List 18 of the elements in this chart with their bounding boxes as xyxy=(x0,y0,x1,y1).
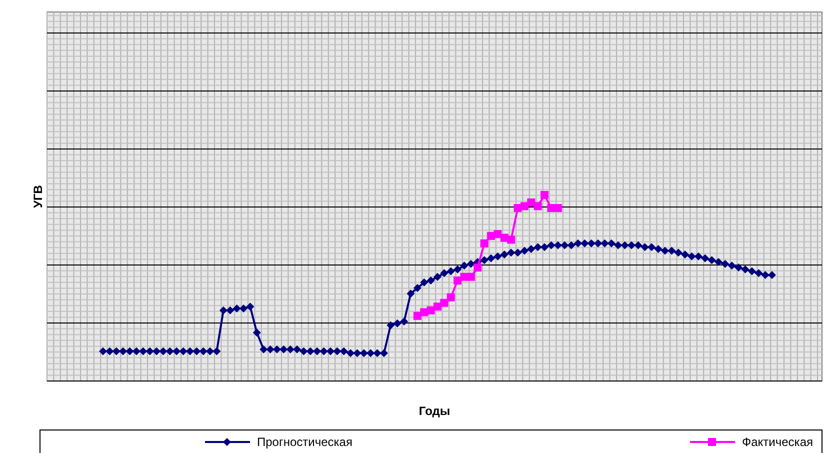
point xyxy=(507,236,516,244)
x-axis-title: Годы xyxy=(418,404,450,418)
point xyxy=(534,202,542,210)
point xyxy=(527,198,536,206)
point xyxy=(454,276,462,285)
point xyxy=(554,204,562,212)
point xyxy=(474,264,482,272)
point xyxy=(440,298,448,307)
point xyxy=(446,293,455,302)
point xyxy=(494,230,502,238)
point xyxy=(413,312,422,320)
point xyxy=(480,239,488,248)
y-axis-title: УГВ xyxy=(31,184,45,208)
legend-label: Прогностическая xyxy=(257,435,352,449)
point xyxy=(426,306,435,314)
point xyxy=(540,191,549,199)
legend-label: Фактическая xyxy=(742,435,813,449)
point xyxy=(466,272,475,281)
